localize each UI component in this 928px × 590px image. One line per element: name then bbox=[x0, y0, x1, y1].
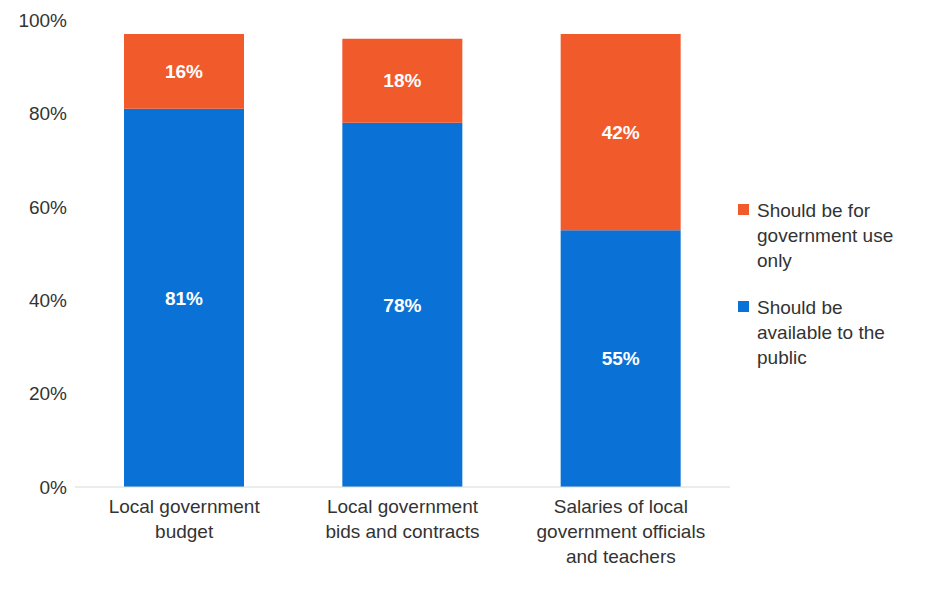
svg-text:81%: 81% bbox=[165, 288, 203, 309]
svg-text:42%: 42% bbox=[602, 122, 640, 143]
svg-text:60%: 60% bbox=[29, 197, 67, 218]
svg-text:18%: 18% bbox=[383, 70, 421, 91]
svg-text:78%: 78% bbox=[383, 295, 421, 316]
svg-text:16%: 16% bbox=[165, 61, 203, 82]
svg-text:Salaries of local: Salaries of local bbox=[554, 496, 688, 517]
svg-text:40%: 40% bbox=[29, 290, 67, 311]
svg-text:55%: 55% bbox=[602, 348, 640, 369]
svg-text:100%: 100% bbox=[18, 10, 67, 31]
svg-text:bids and contracts: bids and contracts bbox=[325, 521, 479, 542]
svg-text:0%: 0% bbox=[40, 477, 68, 498]
svg-text:budget: budget bbox=[155, 521, 214, 542]
svg-text:Local government: Local government bbox=[327, 496, 479, 517]
svg-text:and teachers: and teachers bbox=[566, 546, 676, 567]
svg-text:Local government: Local government bbox=[109, 496, 261, 517]
svg-text:20%: 20% bbox=[29, 383, 67, 404]
svg-text:government officials: government officials bbox=[537, 521, 706, 542]
svg-text:80%: 80% bbox=[29, 103, 67, 124]
html-text:Should be for government use o: Should be for government use only bbox=[757, 200, 894, 271]
html-text:Should be available to the pub: Should be available to the public bbox=[757, 297, 885, 368]
